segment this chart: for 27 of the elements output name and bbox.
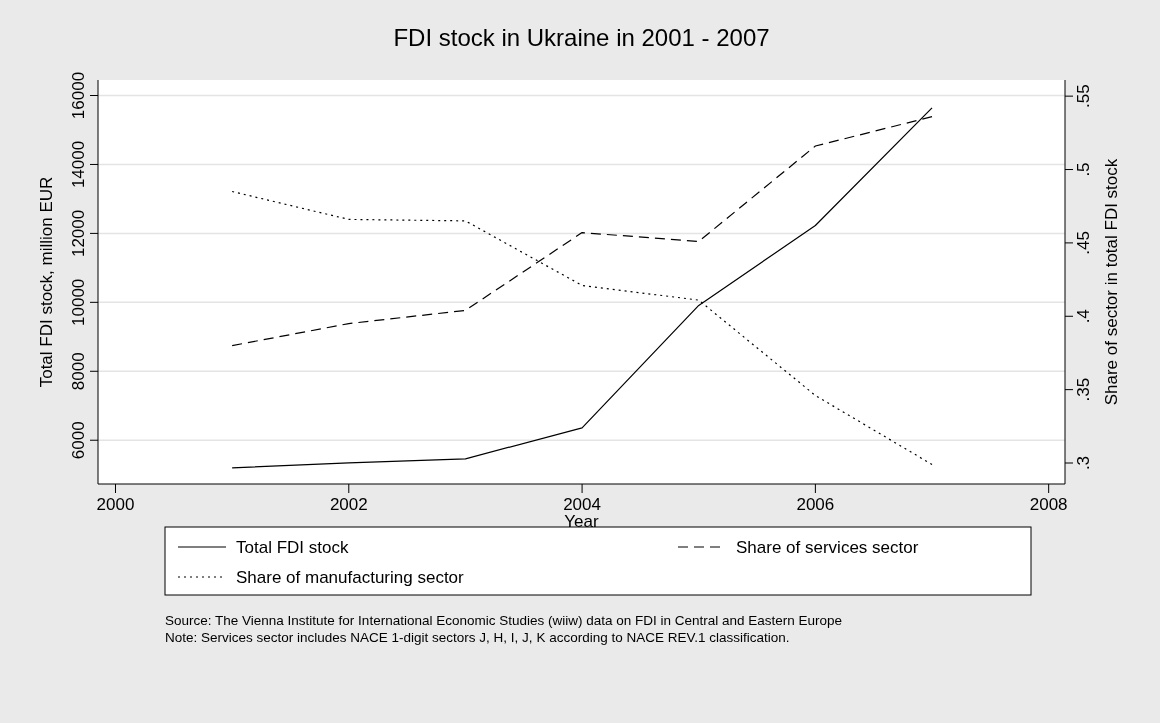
x-tick-label: 2006 <box>796 495 835 514</box>
x-tick-label: 2000 <box>96 495 135 514</box>
legend-label: Total FDI stock <box>236 538 349 557</box>
legend-label: Share of services sector <box>736 538 919 557</box>
y2-axis-title: Share of sector in total FDI stock <box>1102 158 1121 406</box>
x-tick-label: 2008 <box>1029 495 1068 514</box>
source-note: Source: The Vienna Institute for International Economic Studies (wiiw) data on FDI in Central and Eastern Europe <box>165 613 843 628</box>
y2-tick-label: .45 <box>1074 231 1093 255</box>
y2-tick-label: .3 <box>1074 455 1093 471</box>
legend-label: Share of manufacturing sector <box>236 568 465 587</box>
y2-tick-label: .4 <box>1074 309 1093 324</box>
y-tick-label: 16000 <box>69 71 88 120</box>
x-tick-label: 2004 <box>563 495 601 514</box>
x-tick-label: 2002 <box>329 495 368 514</box>
chart-title: FDI stock in Ukraine in 2001 - 2007 <box>393 24 770 51</box>
line-series <box>231 107 933 469</box>
y2-tick-label: .55 <box>1074 84 1093 108</box>
y-tick-label: 10000 <box>69 278 88 326</box>
y2-tick-label: .5 <box>1074 162 1093 177</box>
y-axis-title: Total FDI stock, million EUR <box>37 176 56 388</box>
y-tick-label: 8000 <box>69 352 88 391</box>
y-tick-label: 14000 <box>69 140 88 189</box>
y2-tick-label: .35 <box>1074 377 1093 402</box>
y-tick-label: 12000 <box>69 209 88 258</box>
x-axis-title: Year <box>564 512 600 531</box>
text: Note: Services sector includes NACE 1-digit sectors J, H, I, J, K according to NACE REV.1 classification. <box>165 630 790 645</box>
y-tick-label: 6000 <box>69 421 88 460</box>
